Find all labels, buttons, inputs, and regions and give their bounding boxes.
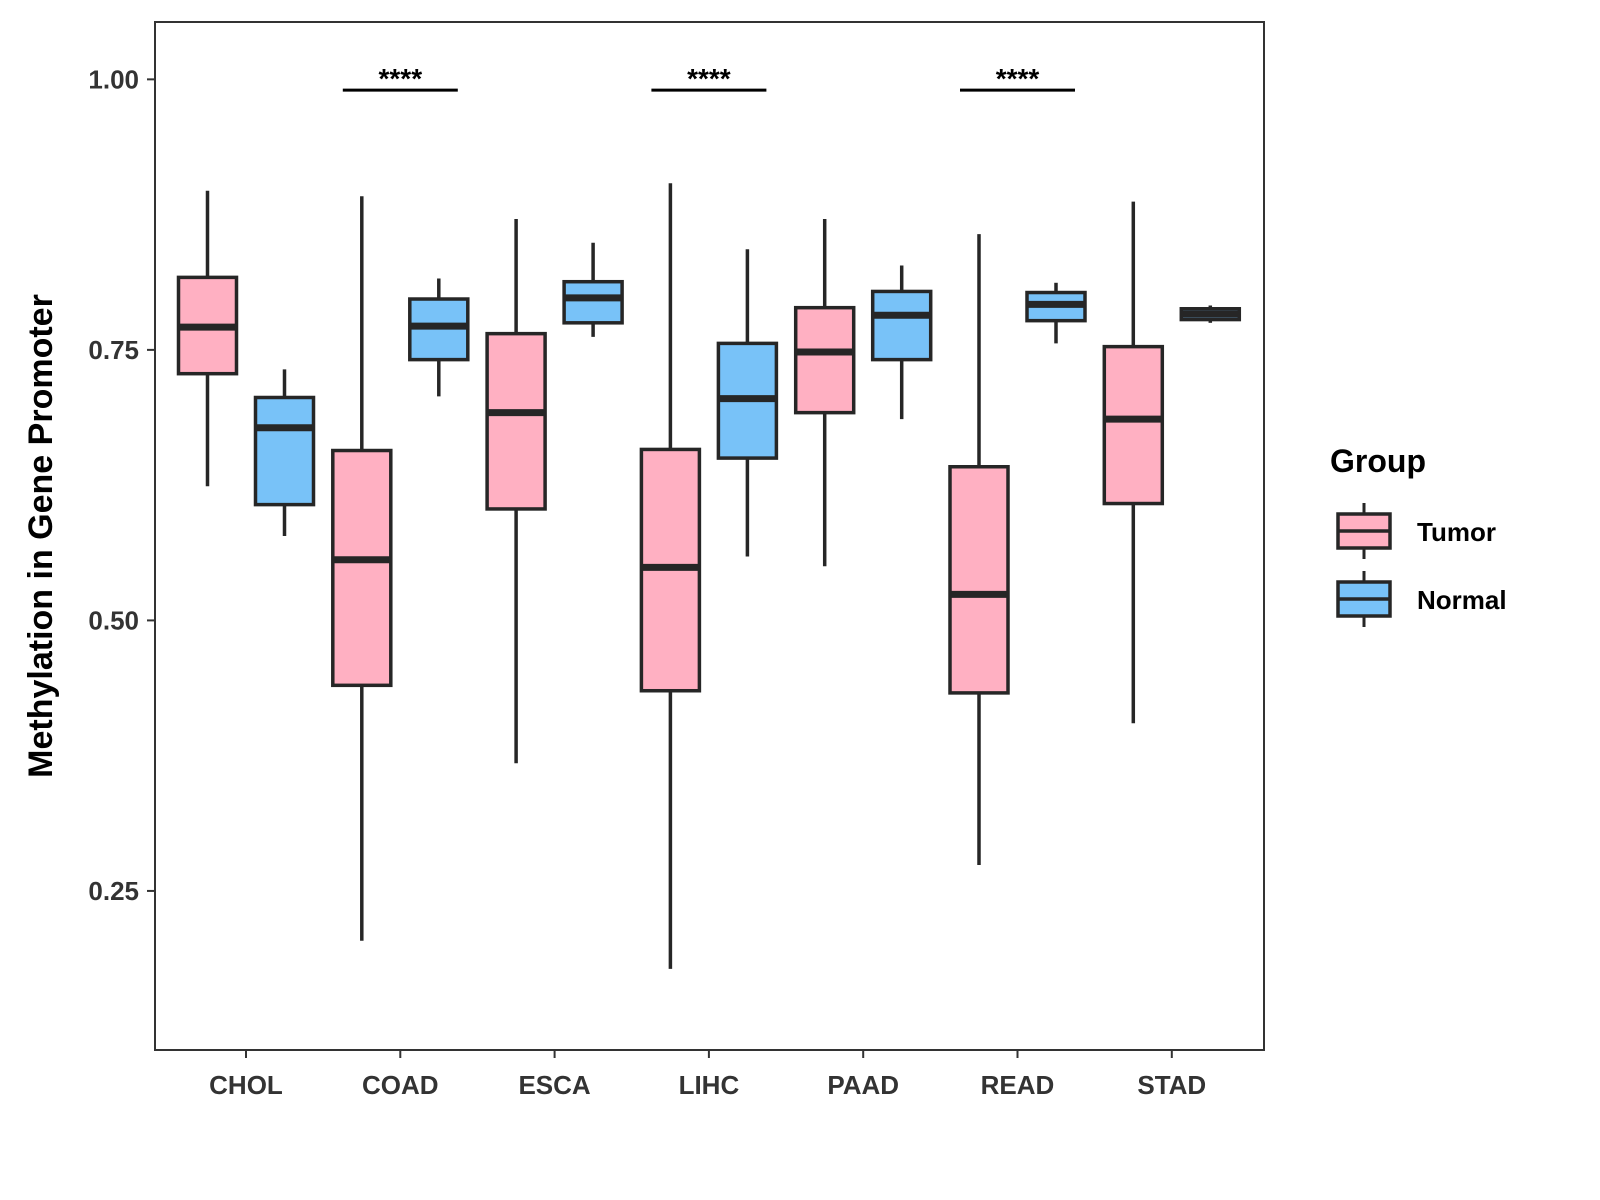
box-normal-chol bbox=[253, 369, 316, 536]
significance-coad: **** bbox=[342, 63, 458, 94]
significance-read: **** bbox=[960, 63, 1075, 94]
box-tumor-stad bbox=[1102, 201, 1165, 724]
iqr-box bbox=[948, 464, 1010, 695]
y-tick-label: 0.25 bbox=[88, 876, 139, 906]
x-tick-label: CHOL bbox=[209, 1070, 283, 1100]
x-tick-label: PAAD bbox=[827, 1070, 899, 1100]
iqr-box bbox=[253, 395, 316, 507]
iqr-box bbox=[485, 331, 547, 511]
significance-label: **** bbox=[996, 63, 1040, 94]
iqr-box bbox=[562, 279, 624, 325]
x-tick-label: READ bbox=[981, 1070, 1055, 1100]
legend-item-normal: Normal bbox=[1336, 571, 1507, 627]
y-tick-label: 1.00 bbox=[88, 64, 139, 94]
box-tumor-chol bbox=[176, 190, 239, 487]
box-normal-read bbox=[1025, 282, 1087, 344]
iqr-box bbox=[1102, 344, 1165, 506]
y-tick-label: 0.50 bbox=[88, 605, 139, 635]
legend: Group Tumor Normal bbox=[1330, 443, 1507, 627]
box-tumor-paad bbox=[793, 218, 856, 567]
box-tumor-esca bbox=[485, 218, 547, 764]
x-tick-label: STAD bbox=[1137, 1070, 1206, 1100]
x-tick-label: LIHC bbox=[679, 1070, 740, 1100]
y-axis-label: Methylation in Gene Promoter bbox=[22, 294, 60, 778]
significance-label: **** bbox=[379, 63, 423, 94]
iqr-box bbox=[793, 305, 856, 415]
iqr-box bbox=[331, 448, 393, 688]
box-tumor-read bbox=[948, 234, 1010, 865]
box-normal-stad bbox=[1179, 305, 1242, 323]
x-tick-label: ESCA bbox=[518, 1070, 590, 1100]
box-tumor-coad bbox=[331, 196, 393, 941]
legend-title: Group bbox=[1330, 443, 1426, 479]
legend-label: Normal bbox=[1417, 585, 1507, 615]
iqr-box bbox=[870, 289, 933, 362]
box-normal-esca bbox=[562, 242, 624, 337]
plot-panel bbox=[154, 21, 1265, 1051]
box-normal-paad bbox=[870, 265, 933, 420]
significance-lihc: **** bbox=[651, 63, 767, 94]
box-normal-coad bbox=[408, 278, 470, 397]
significance-label: **** bbox=[687, 63, 731, 94]
box-normal-lihc bbox=[716, 249, 779, 557]
legend-label: Tumor bbox=[1417, 517, 1496, 547]
y-tick-label: 0.75 bbox=[88, 335, 139, 365]
box-tumor-lihc bbox=[639, 183, 702, 969]
legend-item-tumor: Tumor bbox=[1336, 503, 1496, 559]
x-tick-label: COAD bbox=[362, 1070, 439, 1100]
